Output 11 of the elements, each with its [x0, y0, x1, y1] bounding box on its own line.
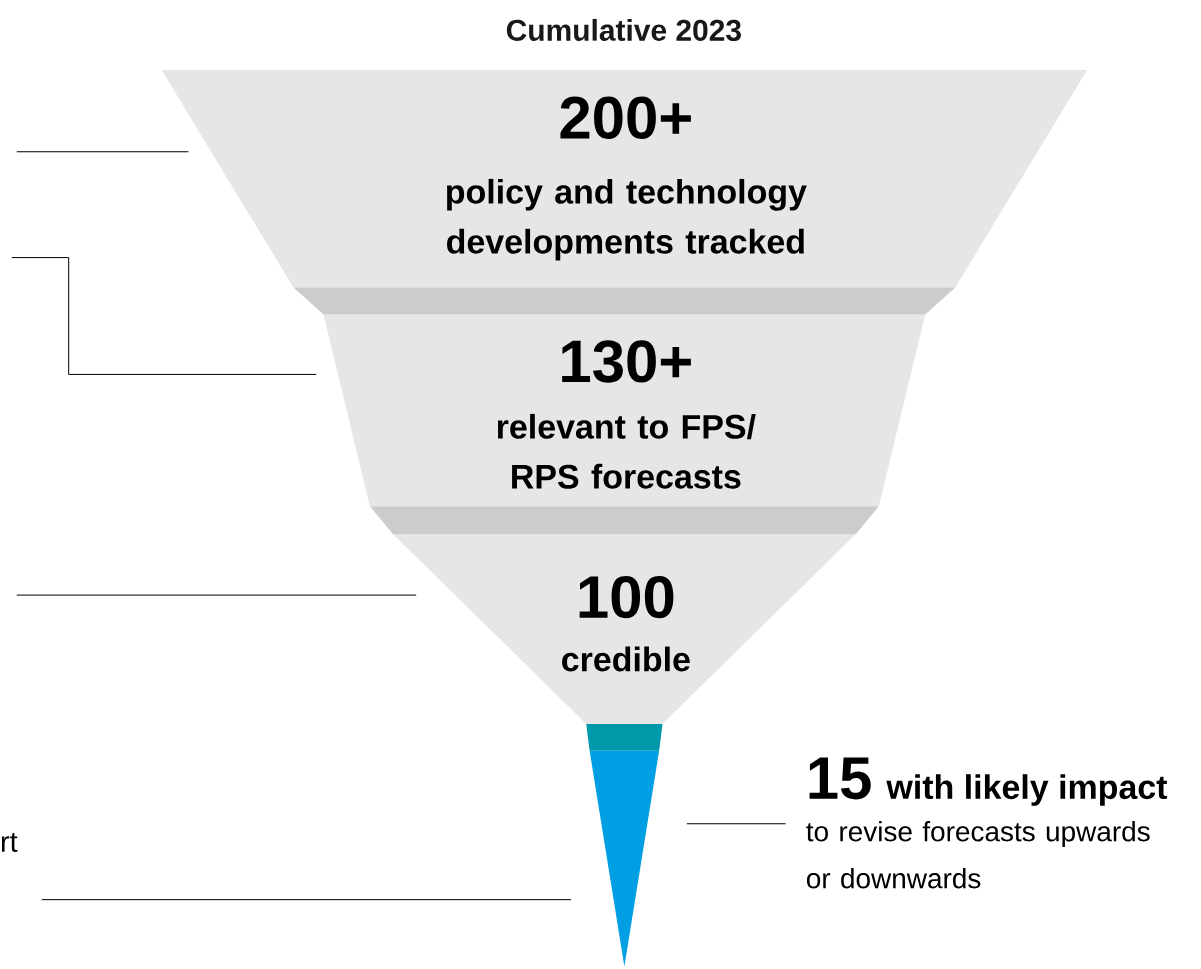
- category-label: policy and technology developments tracked: [447, 179, 807, 261]
- data-label: 200+: [560, 96, 691, 140]
- category-label: relevant to FPS/ RPS forecasts: [497, 414, 756, 489]
- data-label: 15: [809, 757, 871, 800]
- data-label: 130+: [562, 340, 691, 383]
- text: to revise forecasts upwards or downwards: [806, 821, 1150, 889]
- text: rt: [1, 833, 18, 853]
- category-label: credible: [562, 646, 690, 672]
- data-label: 100: [579, 576, 674, 619]
- category-label: with likely impact: [886, 774, 1168, 807]
- text: Cumulative 2023: [506, 19, 741, 42]
